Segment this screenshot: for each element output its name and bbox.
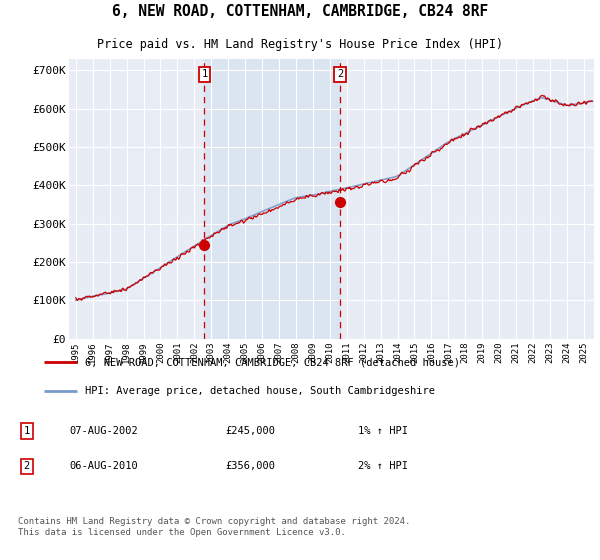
Text: £245,000: £245,000	[225, 426, 275, 436]
Text: Price paid vs. HM Land Registry's House Price Index (HPI): Price paid vs. HM Land Registry's House …	[97, 38, 503, 50]
Text: 06-AUG-2010: 06-AUG-2010	[70, 461, 139, 472]
Text: 2% ↑ HPI: 2% ↑ HPI	[358, 461, 407, 472]
Text: Contains HM Land Registry data © Crown copyright and database right 2024.
This d: Contains HM Land Registry data © Crown c…	[18, 517, 410, 536]
Text: 2: 2	[337, 69, 343, 79]
Text: 2: 2	[23, 461, 30, 472]
Text: 1% ↑ HPI: 1% ↑ HPI	[358, 426, 407, 436]
Text: HPI: Average price, detached house, South Cambridgeshire: HPI: Average price, detached house, Sout…	[85, 386, 435, 396]
Text: 07-AUG-2002: 07-AUG-2002	[70, 426, 139, 436]
Text: 6, NEW ROAD, COTTENHAM, CAMBRIDGE, CB24 8RF: 6, NEW ROAD, COTTENHAM, CAMBRIDGE, CB24 …	[112, 4, 488, 19]
Text: 6, NEW ROAD, COTTENHAM, CAMBRIDGE, CB24 8RF (detached house): 6, NEW ROAD, COTTENHAM, CAMBRIDGE, CB24 …	[85, 357, 460, 367]
Text: 1: 1	[202, 69, 208, 79]
Text: £356,000: £356,000	[225, 461, 275, 472]
Text: 1: 1	[23, 426, 30, 436]
Bar	[205, 59, 340, 339]
